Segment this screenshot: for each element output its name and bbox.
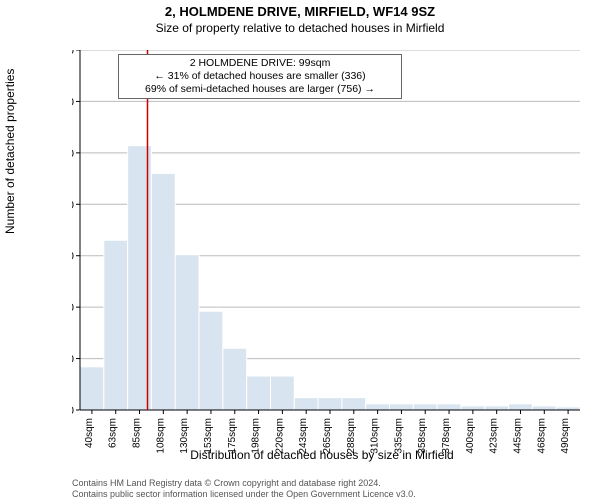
histogram-bar [509, 404, 533, 410]
x-axis-label: Distribution of detached houses by size … [72, 448, 572, 462]
histogram-bar [532, 406, 556, 410]
footer-line-2: Contains public sector information licen… [72, 489, 572, 500]
y-tick-label: 200 [72, 199, 74, 211]
x-tick-label: 85sqm [132, 418, 143, 448]
y-tick-label: 150 [72, 251, 74, 263]
histogram-bar [80, 367, 104, 410]
histogram-bar [366, 404, 390, 410]
histogram-bar [318, 398, 342, 410]
page-subtitle: Size of property relative to detached ho… [0, 21, 600, 35]
x-tick-label: 40sqm [84, 418, 95, 448]
histogram-bar [437, 404, 461, 410]
histogram-bar [104, 240, 128, 410]
x-tick-label: 63sqm [108, 418, 119, 448]
y-tick-label: 300 [72, 96, 74, 108]
y-tick-label: 100 [72, 302, 74, 314]
histogram-bar [390, 404, 414, 410]
annotation-box: 2 HOLMDENE DRIVE: 99sqm ← 31% of detache… [118, 54, 402, 99]
histogram-bar [151, 173, 175, 410]
footer: Contains HM Land Registry data © Crown c… [72, 478, 572, 500]
y-tick-label: 50 [72, 354, 74, 366]
histogram-bar [223, 348, 247, 410]
y-axis-label: Number of detached properties [3, 69, 17, 234]
histogram-bar [199, 311, 223, 410]
page-title: 2, HOLMDENE DRIVE, MIRFIELD, WF14 9SZ [0, 4, 600, 19]
y-tick-label: 350 [72, 50, 74, 57]
footer-line-1: Contains HM Land Registry data © Crown c… [72, 478, 572, 489]
histogram-bar [413, 404, 437, 410]
histogram-bar [294, 398, 318, 410]
annotation-line-2: ← 31% of detached houses are smaller (33… [125, 70, 395, 83]
y-tick-label: 0 [72, 405, 74, 417]
chart-area: 05010015020025030035040sqm63sqm85sqm108s… [72, 50, 572, 410]
annotation-line-3: 69% of semi-detached houses are larger (… [125, 83, 395, 96]
histogram-bar [247, 376, 271, 410]
histogram-bar [342, 398, 366, 410]
histogram-bar [270, 376, 294, 410]
y-tick-label: 250 [72, 148, 74, 160]
histogram-bar [175, 255, 199, 410]
histogram-chart: 05010015020025030035040sqm63sqm85sqm108s… [72, 50, 580, 458]
annotation-line-1: 2 HOLMDENE DRIVE: 99sqm [125, 57, 395, 70]
histogram-bar [461, 406, 485, 410]
histogram-bar [485, 406, 509, 410]
